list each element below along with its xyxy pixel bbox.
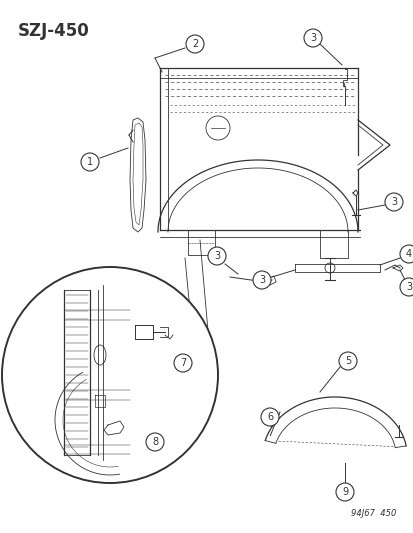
Text: 1: 1 [87,157,93,167]
Circle shape [185,35,204,53]
Circle shape [252,271,271,289]
Circle shape [384,193,402,211]
Circle shape [399,278,413,296]
Text: 2: 2 [191,39,198,49]
Text: 7: 7 [179,358,186,368]
Circle shape [173,354,192,372]
Text: 3: 3 [405,282,411,292]
Text: 94J67  450: 94J67 450 [350,509,395,518]
Text: 8: 8 [152,437,158,447]
Text: 3: 3 [214,251,220,261]
Text: 9: 9 [341,487,347,497]
Circle shape [81,153,99,171]
Text: 4: 4 [405,249,411,259]
Circle shape [2,267,218,483]
Circle shape [146,433,164,451]
Circle shape [303,29,321,47]
Text: 6: 6 [266,412,273,422]
Text: SZJ-450: SZJ-450 [18,22,90,40]
Text: 5: 5 [344,356,350,366]
Circle shape [207,247,225,265]
Circle shape [399,245,413,263]
Circle shape [338,352,356,370]
Circle shape [335,483,353,501]
Text: 3: 3 [258,275,264,285]
Text: 3: 3 [390,197,396,207]
Circle shape [260,408,278,426]
Text: 3: 3 [309,33,315,43]
